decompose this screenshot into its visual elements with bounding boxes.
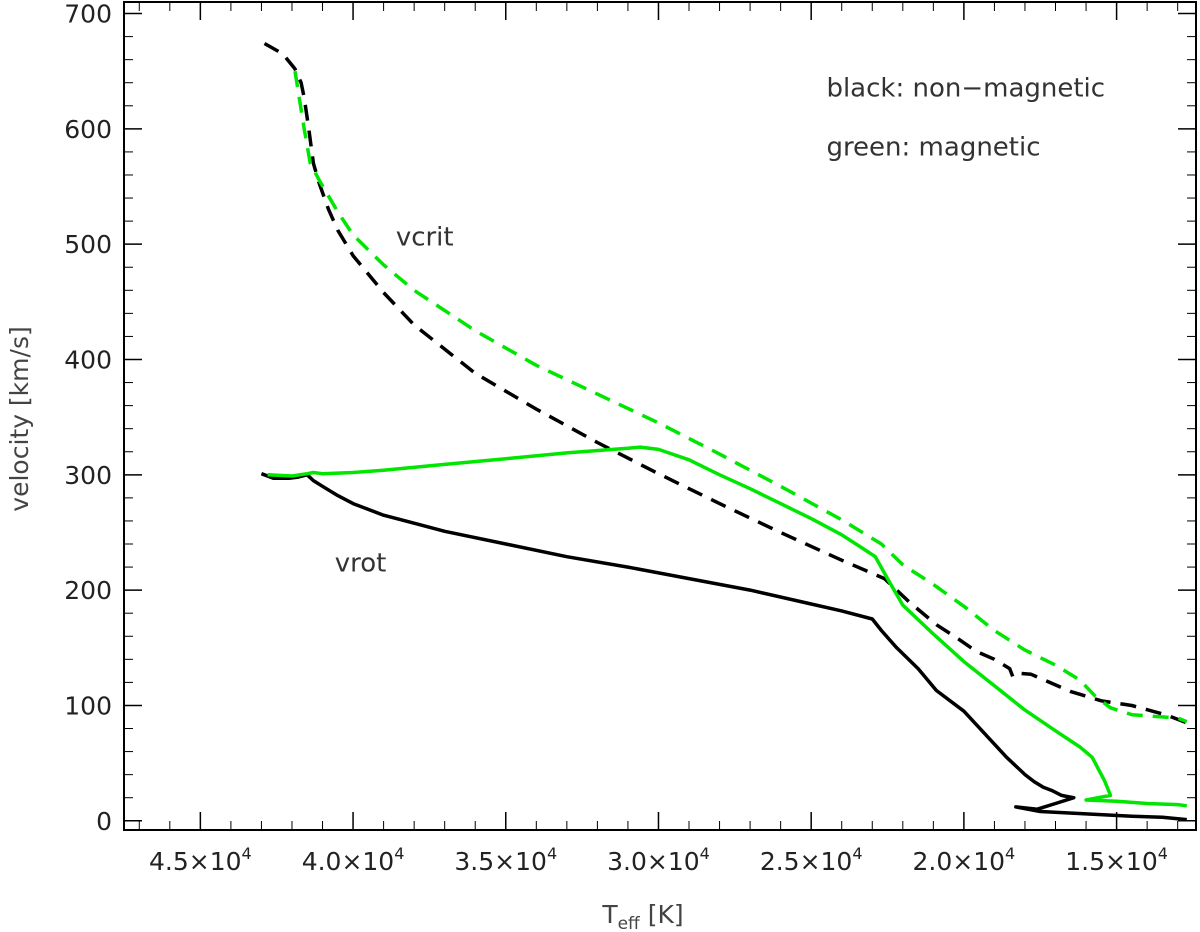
vcrit-series-line-green — [293, 70, 1188, 724]
plot-frame — [123, 1, 1197, 831]
y-axis-label: velocity [km/s] — [5, 326, 34, 511]
y-tick-label: 600 — [64, 115, 112, 144]
ticks-layer: 0 100 200 300 400 500 600 700 4.5×104 4.0×104 3.5×… — [64, 0, 1196, 876]
series-layer — [260, 41, 1188, 822]
annotation-2: vcrit — [396, 222, 454, 252]
x-axis-label: Teff [K] — [601, 900, 683, 932]
y-tick-label: 500 — [64, 230, 112, 259]
x-tick-label: 1.5×104 — [1065, 844, 1168, 876]
y-tick-label: 0 — [96, 807, 112, 836]
annotation-0: black: non−magnetic — [826, 74, 1105, 104]
labels-layer: velocity [km/s] Teff [K] — [5, 326, 684, 932]
x-tick-label: 4.5×104 — [149, 844, 252, 876]
y-tick-label: 100 — [64, 691, 112, 720]
x-tick-label: 3.5×104 — [454, 844, 557, 876]
x-axis-label-unit: [K] — [648, 900, 684, 929]
vcrit-series-line-black — [263, 41, 1188, 725]
x-axis-label-subscript: eff — [618, 914, 641, 932]
x-axis-label-main: T — [601, 900, 618, 929]
y-tick-label: 700 — [64, 0, 112, 29]
annotation-1: green: magnetic — [826, 132, 1040, 162]
x-tick-label: 4.0×104 — [302, 844, 405, 876]
vrot-series-line-black — [260, 472, 1187, 822]
x-tick-label: 3.0×104 — [607, 844, 710, 876]
vrot-series-line-green — [267, 445, 1188, 808]
annotation-layer: black: non−magnetic green: magnetic vcrit v… — [335, 74, 1105, 579]
annotation-3: vrot — [335, 549, 387, 579]
y-tick-label: 200 — [64, 576, 112, 605]
y-tick-label: 400 — [64, 345, 112, 374]
x-tick-label: 2.0×104 — [913, 844, 1016, 876]
y-tick-label: 300 — [64, 461, 112, 490]
plot-border — [123, 1, 1197, 831]
x-tick-label: 2.5×104 — [760, 844, 863, 876]
